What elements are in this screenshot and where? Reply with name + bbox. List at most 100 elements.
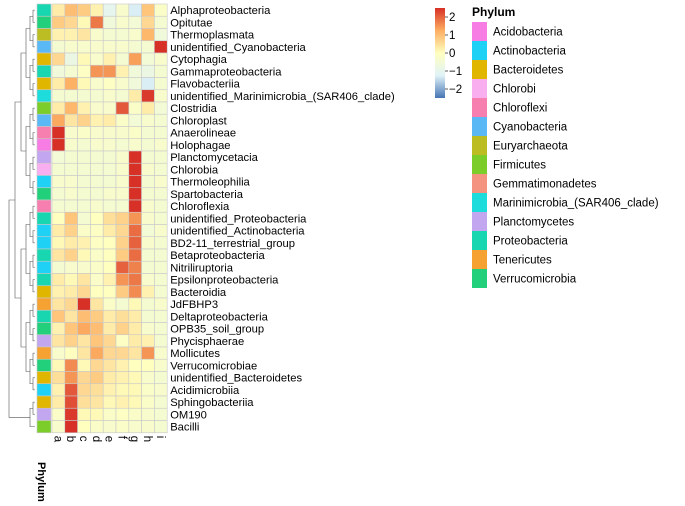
dendrogram-branch [32, 9, 35, 23]
heatmap-cell-thermoleophilia-b [64, 175, 78, 189]
heatmap-cell-unidentified-bacteroidetes-h [141, 371, 155, 385]
heatmap-cell-holophagae-e [102, 138, 117, 152]
phylum-cell-opitutae [36, 15, 52, 29]
dendrogram-branch [32, 132, 35, 146]
heatmap-cell-chloroplast-f [115, 113, 130, 127]
column-label-h: h [141, 436, 153, 442]
heatmap-cell-unidentified-proteobacteria-d [90, 211, 104, 225]
heatmap-cell-acidimicrobiia-a [51, 383, 66, 397]
heatmap-cell-deltaproteobacteria-g [128, 309, 142, 323]
phylum-cell-jdfbhp3 [36, 297, 52, 311]
phylum-cell-acidimicrobiia [36, 383, 52, 397]
color-scale-bar [435, 8, 445, 98]
phylum-cell-om190 [36, 407, 52, 421]
dendrogram-branch [29, 113, 33, 140]
heatmap-cell-jdfbhp3-b [64, 297, 78, 311]
heatmap-cell-jdfbhp3-e [102, 297, 117, 311]
heatmap-cell-unidentified-marinimicrobia-sar406-clade-h [141, 89, 155, 103]
heatmap-cell-deltaproteobacteria-c [77, 309, 91, 323]
heatmap-cell-acidimicrobiia-i [154, 383, 168, 397]
phylum-cell-verrucomicrobiae [36, 358, 52, 372]
dendrogram-branch [32, 401, 35, 415]
phylum-cell-chloroplast [36, 113, 52, 127]
heatmap-cell-clostridia-c [77, 101, 91, 115]
heatmap-cell-deltaproteobacteria-b [64, 309, 78, 323]
heatmap-cell-sphingobacteriia-g [128, 395, 142, 409]
heatmap-cell-phycisphaerae-b [64, 334, 78, 348]
heatmap-cell-flavobacteriia-d [90, 77, 104, 91]
heatmap-cell-anaerolineae-c [77, 126, 91, 140]
heatmap-cell-spartobacteria-a [51, 187, 66, 201]
heatmap-cell-betaproteobacteria-g [128, 248, 142, 262]
heatmap-cell-mollicutes-g [128, 346, 142, 360]
heatmap-cell-opitutae-h [141, 15, 155, 29]
legend-swatch-cyanobacteria [472, 117, 487, 136]
legend-swatch-chloroflexi [472, 98, 487, 117]
heatmap-cell-opb35-soil-group-c [77, 322, 91, 336]
heatmap-cell-epsilonproteobacteria-a [51, 273, 66, 287]
heatmap-cell-planctomycetacia-i [154, 150, 168, 164]
heatmap-cell-spartobacteria-c [77, 187, 91, 201]
heatmap-cell-unidentified-marinimicrobia-sar406-clade-f [115, 89, 130, 103]
heatmap-cell-betaproteobacteria-h [141, 248, 155, 262]
row-label-gammaproteobacteria: Gammaproteobacteria [170, 66, 282, 78]
heatmap-cell-om190-h [141, 407, 155, 421]
legend-swatch-verrucomicrobia [472, 269, 487, 288]
heatmap-cell-sphingobacteriia-h [141, 395, 155, 409]
heatmap-cell-cytophagia-d [90, 52, 104, 66]
dendrogram-branch [25, 126, 30, 176]
dendrogram-branch [32, 230, 35, 244]
heatmap-cell-holophagae-a [51, 138, 66, 152]
heatmap-cell-chloroplast-i [154, 113, 168, 127]
phylum-cell-mollicutes [36, 346, 52, 360]
heatmap-cell-jdfbhp3-f [115, 297, 130, 311]
heatmap-cell-anaerolineae-b [64, 126, 78, 140]
heatmap-cell-gammaproteobacteria-d [90, 64, 104, 78]
legend-swatch-actinobacteria [472, 41, 487, 60]
heatmap-cell-alphaproteobacteria-g [128, 3, 142, 17]
heatmap-cell-sphingobacteriia-e [102, 395, 117, 409]
phylum-annotation-column [36, 3, 52, 434]
heatmap-cell-chloroplast-a [51, 113, 66, 127]
phylum-cell-anaerolineae [36, 126, 52, 140]
phylum-cell-deltaproteobacteria [36, 309, 52, 323]
row-label-om190: OM190 [170, 409, 207, 421]
dendrogram-branch [29, 358, 33, 385]
heatmap-cell-verrucomicrobiae-f [115, 358, 130, 372]
phylum-cell-planctomycetacia [36, 150, 52, 164]
phylum-cell-chloroflexia [36, 199, 52, 213]
heatmap-cell-bacteroidia-h [141, 285, 155, 299]
heatmap-cell-bd2-11-terrestrial-group-i [154, 236, 168, 250]
heatmap-cell-epsilonproteobacteria-f [115, 273, 130, 287]
row-label-sphingobacteriia: Sphingobacteriia [170, 397, 254, 409]
heatmap-cell-verrucomicrobiae-d [90, 358, 104, 372]
heatmap-cell-mollicutes-a [51, 346, 66, 360]
heatmap-cell-holophagae-g [128, 138, 142, 152]
heatmap-cell-thermoleophilia-f [115, 175, 130, 189]
phylum-cell-unidentified-proteobacteria [36, 211, 52, 225]
phylum-cell-unidentified-actinobacteria [36, 224, 52, 238]
heatmap-cell-anaerolineae-e [102, 126, 117, 140]
heatmap-cell-epsilonproteobacteria-e [102, 273, 117, 287]
heatmap-cell-bacilli-h [141, 420, 155, 434]
heatmap-cell-holophagae-b [64, 138, 78, 152]
heatmap-cell-gammaproteobacteria-e [102, 64, 117, 78]
heatmap-cell-chloroplast-g [128, 113, 142, 127]
heatmap-cell-chlorobia-a [51, 162, 66, 176]
row-label-anaerolineae: Anaerolineae [170, 128, 236, 140]
legend-title: Phylum [472, 5, 515, 19]
heatmap-cell-gammaproteobacteria-i [154, 64, 168, 78]
heatmap-cell-epsilonproteobacteria-g [128, 273, 142, 287]
color-scale-tick-label: −1 [449, 66, 462, 78]
heatmap-cell-nitriliruptoria-h [141, 260, 155, 274]
heatmap-cell-acidimicrobiia-b [64, 383, 78, 397]
legend-label-tenericutes: Tenericutes [493, 255, 552, 267]
column-label-b: b [64, 436, 76, 442]
dendrogram-branch [32, 205, 35, 219]
phylum-cell-gammaproteobacteria [36, 64, 52, 78]
heatmap-cell-alphaproteobacteria-h [141, 3, 155, 17]
dendrogram-branch [29, 64, 33, 91]
heatmap-cell-nitriliruptoria-b [64, 260, 78, 274]
legend-label-verrucomicrobia: Verrucomicrobia [493, 274, 577, 286]
heatmap-cell-alphaproteobacteria-c [77, 3, 91, 17]
